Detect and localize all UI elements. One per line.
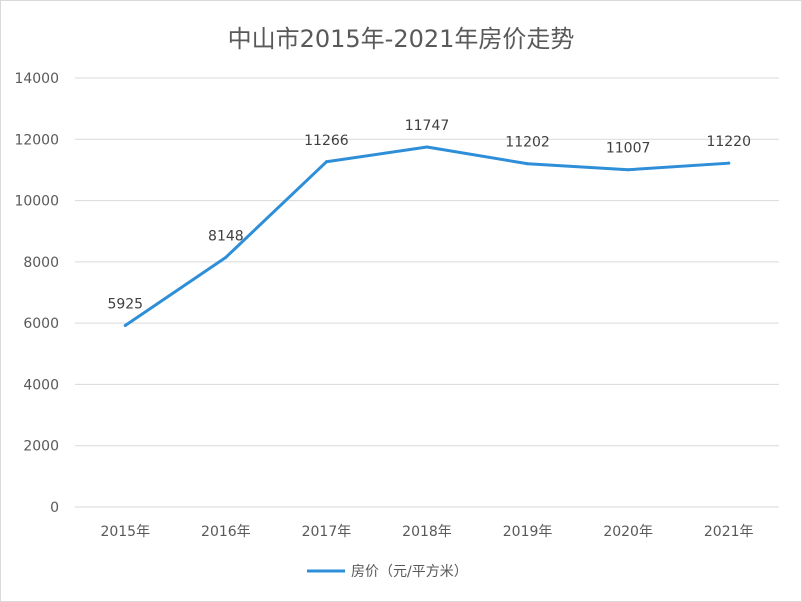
y-axis-ticks: 0 2000 4000 6000 8000 10000 12000 14000: [14, 71, 59, 516]
data-label: 11266: [304, 133, 349, 149]
data-label: 11747: [405, 118, 450, 134]
data-point: [727, 161, 731, 165]
data-label: 11202: [505, 135, 550, 151]
y-tick-label: 8000: [23, 255, 59, 271]
y-tick-label: 4000: [23, 377, 59, 393]
data-point: [425, 145, 429, 149]
legend-label: 房价（元/平方米）: [351, 564, 468, 580]
x-tick-label: 2016年: [201, 524, 251, 540]
data-point: [626, 168, 630, 172]
y-tick-label: 12000: [14, 132, 59, 148]
x-tick-label: 2020年: [603, 524, 653, 540]
x-tick-label: 2019年: [503, 524, 553, 540]
legend: 房价（元/平方米）: [307, 564, 468, 580]
y-tick-label: 2000: [23, 439, 59, 455]
chart-title: 中山市2015年-2021年房价走势: [228, 25, 575, 53]
series-layer: [123, 145, 731, 327]
data-point: [123, 323, 127, 327]
data-label: 11220: [706, 134, 751, 150]
y-tick-label: 0: [50, 500, 59, 516]
x-tick-label: 2017年: [302, 524, 352, 540]
y-tick-label: 10000: [14, 194, 59, 210]
y-tick-label: 14000: [14, 71, 59, 87]
data-labels: 5925 8148 11266 11747 11202 11007 11220: [107, 118, 751, 312]
x-axis-ticks: 2015年 2016年 2017年 2018年 2019年 2020年 2021年: [100, 524, 753, 540]
data-point: [324, 160, 328, 164]
x-tick-label: 2018年: [402, 524, 452, 540]
data-label: 11007: [606, 141, 651, 157]
data-label: 8148: [208, 228, 244, 244]
data-label: 5925: [107, 296, 143, 312]
x-tick-label: 2021年: [704, 524, 754, 540]
grid-lines: [75, 77, 779, 508]
y-tick-label: 6000: [23, 316, 59, 332]
data-point: [526, 162, 530, 166]
x-tick-label: 2015年: [100, 524, 150, 540]
data-point: [224, 255, 228, 259]
